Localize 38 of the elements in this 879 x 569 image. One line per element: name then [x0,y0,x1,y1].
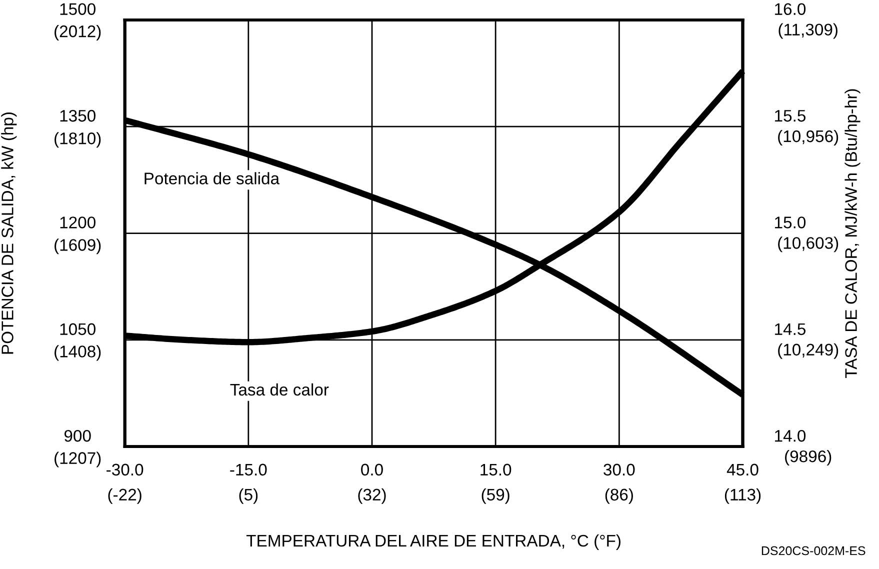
x-tick-label: 45.0 [726,464,758,476]
y3-tick-label: (1609) [54,238,101,254]
text: DS20CS-002M-ES [762,546,866,556]
y2-tick-label: 14.0 [775,430,806,442]
x2-tick-label: (86) [605,488,633,504]
text: (11,309) [778,23,838,39]
x-tick-label: 15.0 [480,464,512,476]
y2-tick-label: 15.5 [775,110,806,122]
y-tick-label: 900 [64,430,91,442]
text: (10,249) [778,343,838,359]
y-tick-label: 1500 [60,3,96,16]
text: (10,956) [778,130,838,146]
x2-tick-label: (-22) [108,488,142,504]
text: (10,603) [778,236,838,252]
y2-axis-title: TASA DE CALOR, MJ/kW-h (Btu/hp-hr) [844,89,860,378]
x-tick-label: 30.0 [604,464,635,476]
y2-tick-label: 14.5 [775,323,806,336]
x2-tick-label: (113) [724,488,761,504]
x2-tick-label: (32) [358,488,386,504]
text: (9896) [785,450,832,466]
x2-tick-label: (59) [482,488,510,504]
x2-tick-label: (5) [239,488,258,504]
y-tick-label: 1350 [60,110,96,122]
y-tick-label: 1050 [60,323,96,336]
text: Tasa de calor [230,383,329,396]
y2-tick-label: 16.0 [775,3,806,16]
y3-tick-label: (1207) [54,452,101,468]
series-label: Potencia de salida [144,172,280,184]
y2-tick-label: 15.0 [775,216,806,228]
x-tick-label: 0.0 [361,464,383,476]
x-tick-label: -30.0 [106,464,144,476]
y3-tick-label: (2012) [54,24,101,41]
y-tick-label: 1200 [60,216,96,228]
x-tick-label: -15.0 [230,464,267,476]
y3-tick-label: (1408) [54,345,101,361]
y-axis-title: POTENCIA DE SALIDA, kW (hp) [1,112,17,354]
x-axis-title: TEMPERATURA DEL AIRE DE ENTRADA, °C (°F) [246,534,620,550]
y3-tick-label: (1810) [54,132,101,148]
